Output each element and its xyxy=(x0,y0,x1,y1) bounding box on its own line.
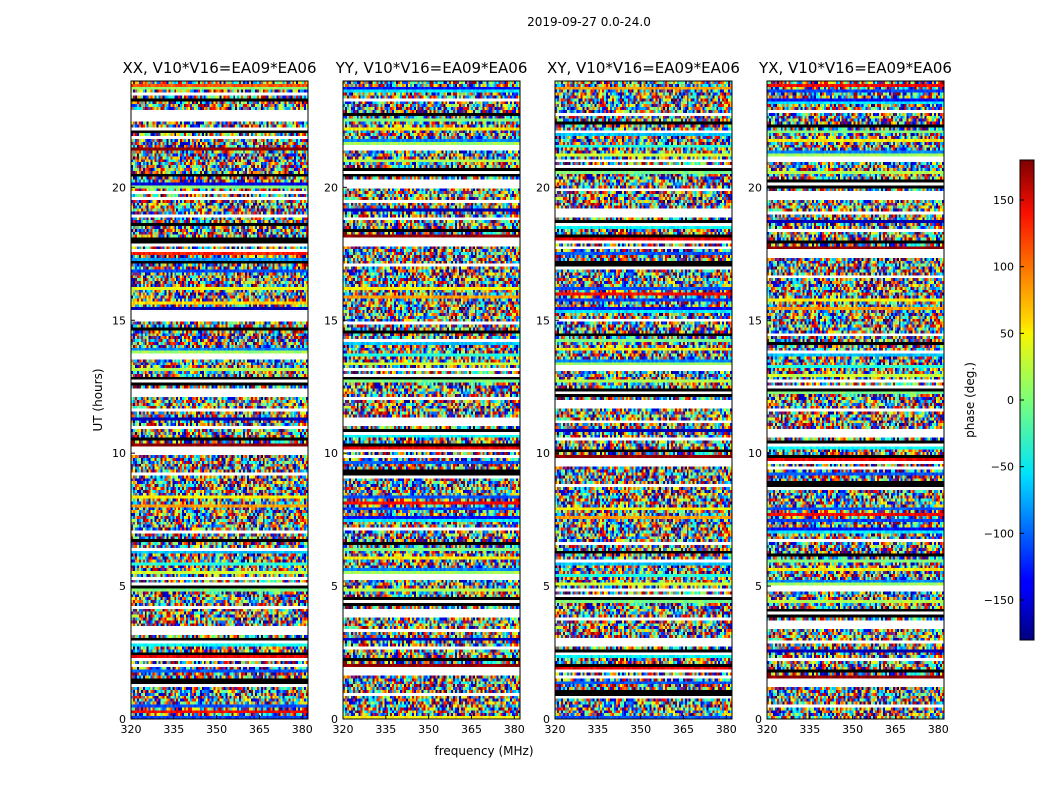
y-tick-label: 15 xyxy=(112,314,126,327)
x-tick-label: 350 xyxy=(842,723,863,736)
y-tick-label: 0 xyxy=(543,713,550,726)
colorbar-ticks: 150 100 50 0 −50 −100 −150 xyxy=(984,194,1024,607)
y-tick-label: 5 xyxy=(331,580,338,593)
plot-frame xyxy=(130,80,309,720)
y-tick-label: 10 xyxy=(324,447,338,460)
colorbar-tick-label: −50 xyxy=(991,461,1014,474)
x-tick-label: 320 xyxy=(757,723,778,736)
y-tick-label: 15 xyxy=(536,314,550,327)
x-tick-label: 365 xyxy=(249,723,270,736)
y-tick-label: 0 xyxy=(755,713,762,726)
panel-title: XX, V10*V16=EA09*EA06 xyxy=(122,59,316,77)
x-tick-label: 335 xyxy=(587,723,608,736)
y-tick-label: 15 xyxy=(748,314,762,327)
x-tick-label: 350 xyxy=(418,723,439,736)
y-tick-label: 0 xyxy=(119,713,126,726)
colorbar-label: phase (deg.) xyxy=(963,362,977,438)
colorbar-tick-label: 100 xyxy=(993,261,1014,274)
panel-3: YX, V10*V16=EA09*EA06 320 335 350 365 380 0 5 10… xyxy=(748,59,952,736)
plot-frame xyxy=(342,80,521,720)
x-tick-label: 380 xyxy=(716,723,737,736)
colorbar-tick-label: −150 xyxy=(984,594,1014,607)
panel-title: YX, V10*V16=EA09*EA06 xyxy=(758,59,952,77)
panel-title: YY, V10*V16=EA09*EA06 xyxy=(335,59,528,77)
y-tick-label: 20 xyxy=(112,181,126,194)
x-tick-label: 380 xyxy=(928,723,949,736)
y-tick-label: 10 xyxy=(536,447,550,460)
colorbar-tick-label: 150 xyxy=(993,194,1014,207)
x-tick-label: 365 xyxy=(461,723,482,736)
y-tick-label: 5 xyxy=(543,580,550,593)
heatmap-image xyxy=(767,81,944,719)
y-tick-label: 20 xyxy=(324,181,338,194)
x-tick-label: 335 xyxy=(799,723,820,736)
y-tick-label: 10 xyxy=(748,447,762,460)
plot-frame xyxy=(766,80,945,720)
x-tick-label: 365 xyxy=(885,723,906,736)
panel-1: YY, V10*V16=EA09*EA06 320 335 350 365 380 0 5 10… xyxy=(324,59,527,736)
panel-title: XY, V10*V16=EA09*EA06 xyxy=(547,59,740,77)
x-tick-label: 365 xyxy=(673,723,694,736)
x-tick-label: 335 xyxy=(375,723,396,736)
y-tick-label: 0 xyxy=(331,713,338,726)
x-tick-label: 350 xyxy=(206,723,227,736)
x-tick-label: 335 xyxy=(163,723,184,736)
panel-0: XX, V10*V16=EA09*EA06 320 335 350 365 380 0 5 10… xyxy=(112,59,317,736)
x-tick-label: 320 xyxy=(545,723,566,736)
colorbar-tick-label: 0 xyxy=(1007,394,1014,407)
y-tick-label: 15 xyxy=(324,314,338,327)
heatmap-image xyxy=(131,81,308,719)
x-tick-label: 320 xyxy=(333,723,354,736)
y-tick-label: 5 xyxy=(755,580,762,593)
y-tick-label: 20 xyxy=(748,181,762,194)
y-tick-label: 20 xyxy=(536,181,550,194)
colorbar: 150 100 50 0 −50 −100 −150 phase (deg.) xyxy=(963,159,1035,641)
colorbar-tick-label: 50 xyxy=(1000,327,1014,340)
figure-suptitle: 2019-09-27 0.0-24.0 xyxy=(527,15,651,29)
panel-2: XY, V10*V16=EA09*EA06 320 335 350 365 380 0 5 10… xyxy=(536,59,740,736)
colorbar-tick-label: −100 xyxy=(984,527,1014,540)
y-tick-label: 5 xyxy=(119,580,126,593)
x-tick-label: 380 xyxy=(504,723,525,736)
y-tick-label: 10 xyxy=(112,447,126,460)
x-tick-label: 380 xyxy=(292,723,313,736)
panels: XX, V10*V16=EA09*EA06 320 335 350 365 380 0 5 10… xyxy=(112,59,952,736)
y-axis-label: UT (hours) xyxy=(91,368,105,431)
heatmap-image xyxy=(343,81,520,719)
x-axis-label: frequency (MHz) xyxy=(434,744,533,758)
heatmap-image xyxy=(555,81,732,719)
plot-frame xyxy=(554,80,733,720)
x-tick-label: 320 xyxy=(121,723,142,736)
x-tick-label: 350 xyxy=(630,723,651,736)
